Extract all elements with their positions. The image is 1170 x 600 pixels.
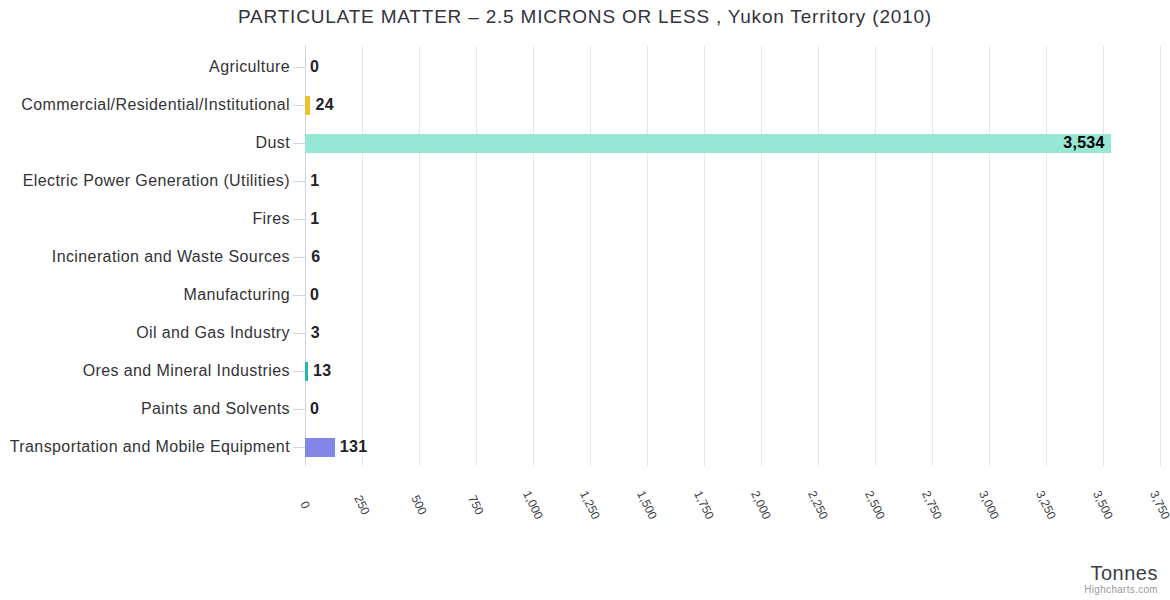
grid-line [647, 46, 648, 466]
x-axis-tick-label: 500 [408, 493, 429, 517]
grid-line [932, 46, 933, 466]
bar-transportation-and-mobile-equipment[interactable] [305, 438, 335, 457]
value-label: 6 [311, 247, 320, 266]
bar-ores-and-mineral-industries[interactable] [305, 362, 308, 381]
value-label: 24 [315, 95, 333, 114]
x-axis-tick-label: 1,250 [577, 488, 603, 521]
bar-commercial-residential-institutional[interactable] [305, 96, 310, 115]
grid-line [989, 46, 990, 466]
value-label: 1 [310, 209, 319, 228]
category-label: Ores and Mineral Industries [0, 361, 290, 380]
grid-line [1103, 46, 1104, 466]
category-tick [293, 67, 305, 68]
value-label: 0 [310, 285, 319, 304]
grid-line [419, 46, 420, 466]
grid-line [818, 46, 819, 466]
x-axis-tick-label: 1,750 [691, 488, 717, 521]
value-label: 3 [311, 323, 320, 342]
category-label: Fires [0, 209, 290, 228]
grid-line [1160, 46, 1161, 466]
value-label: 13 [313, 361, 331, 380]
grid-line [704, 46, 705, 466]
category-tick [293, 219, 305, 220]
category-tick [293, 257, 305, 258]
category-label: Manufacturing [0, 285, 290, 304]
category-tick [293, 143, 305, 144]
grid-line [476, 46, 477, 466]
category-tick [293, 447, 305, 448]
x-axis-tick-label: 0 [297, 499, 313, 511]
category-tick [293, 371, 305, 372]
category-label: Agriculture [0, 57, 290, 76]
highcharts-credits[interactable]: Highcharts.com [1084, 584, 1158, 595]
value-label: 0 [310, 57, 319, 76]
x-axis-tick-label: 3,250 [1033, 488, 1059, 521]
category-label: Oil and Gas Industry [0, 323, 290, 342]
x-axis-tick-label: 250 [351, 493, 372, 517]
grid-line [875, 46, 876, 466]
x-axis-tick-label: 2,500 [862, 488, 888, 521]
category-label: Transportation and Mobile Equipment [0, 437, 290, 456]
grid-line [362, 46, 363, 466]
grid-line [1046, 46, 1047, 466]
x-axis-tick-label: 750 [465, 493, 486, 517]
x-axis-tick-label: 2,000 [748, 488, 774, 521]
x-axis-tick-label: 2,250 [805, 488, 831, 521]
x-axis-tick-label: 1,000 [520, 488, 546, 521]
value-axis-title: Tonnes [1091, 562, 1159, 585]
value-label: 0 [310, 399, 319, 418]
category-tick [293, 105, 305, 106]
grid-line [761, 46, 762, 466]
category-tick [293, 333, 305, 334]
value-label: 131 [340, 437, 368, 456]
value-label: 1 [310, 171, 319, 190]
category-tick [293, 409, 305, 410]
grid-line [533, 46, 534, 466]
value-label: 3,534 [1025, 133, 1105, 152]
bar-chart: PARTICULATE MATTER – 2.5 MICRONS OR LESS… [0, 0, 1170, 600]
bar-dust[interactable] [305, 134, 1111, 153]
x-axis-tick-label: 3,000 [976, 488, 1002, 521]
x-axis-tick-label: 3,750 [1147, 488, 1170, 521]
category-label: Paints and Solvents [0, 399, 290, 418]
x-axis-tick-label: 3,500 [1090, 488, 1116, 521]
grid-line [590, 46, 591, 466]
category-tick [293, 181, 305, 182]
category-tick [293, 295, 305, 296]
category-label: Dust [0, 133, 290, 152]
chart-title: PARTICULATE MATTER – 2.5 MICRONS OR LESS… [0, 6, 1170, 28]
category-label: Commercial/Residential/Institutional [0, 95, 290, 114]
x-axis-tick-label: 2,750 [919, 488, 945, 521]
category-label: Incineration and Waste Sources [0, 247, 290, 266]
category-label: Electric Power Generation (Utilities) [0, 171, 290, 190]
x-axis-tick-label: 1,500 [634, 488, 660, 521]
